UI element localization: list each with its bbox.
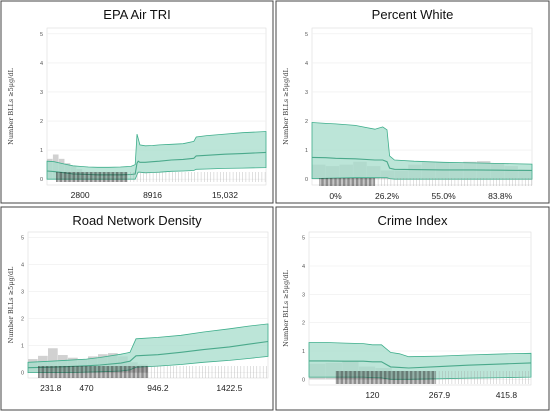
y-tick-label: 0 (40, 177, 43, 183)
rug-ticks (335, 371, 529, 384)
histogram-bar (48, 348, 58, 373)
y-tick-label: 1 (302, 349, 305, 355)
y-tick-label: 0 (302, 377, 305, 383)
panel-title: EPA Air TRI (103, 7, 170, 22)
panel-epa-air-tri: EPA Air TRI 0 1 2 3 4 5 Number BLLs ≥5μg/dL 2800… (0, 0, 274, 204)
x-tick-label: 83.8% (488, 191, 513, 201)
panel-title: Crime Index (377, 213, 448, 228)
panel-percent-white: Percent White 0 1 2 3 4 5 Number BLLs ≥5μg/dL 0%… (275, 0, 550, 204)
rug-ticks (56, 172, 266, 182)
y-tick-label: 5 (305, 32, 308, 38)
y-axis-label: Number BLLs ≥5μg/dL (7, 266, 15, 343)
confidence-band (311, 122, 533, 180)
x-tick-label: 55.0% (432, 191, 457, 201)
y-tick-label: 2 (302, 321, 305, 327)
y-axis-label: Number BLLs ≥5μg/dL (7, 67, 15, 144)
x-tick-label: 231.8 (40, 383, 62, 393)
x-tick-label: 120 (365, 390, 379, 400)
x-tick-label: 470 (79, 383, 93, 393)
mean-line (309, 360, 532, 369)
y-tick-label: 0 (305, 177, 308, 183)
rug-ticks (319, 178, 532, 186)
mean-line (27, 340, 269, 369)
y-tick-label: 2 (40, 119, 43, 125)
y-tick-label: 5 (21, 235, 24, 241)
x-tick-label: 946.2 (147, 383, 169, 393)
y-tick-label: 2 (305, 119, 308, 125)
y-tick-label: 1 (40, 148, 43, 154)
panel-title: Percent White (372, 7, 454, 22)
histogram-bar (138, 364, 148, 373)
rug-ticks (38, 366, 267, 378)
y-tick-label: 2 (21, 317, 24, 323)
y-tick-label: 3 (21, 289, 24, 295)
x-tick-label: 15,032 (212, 190, 238, 200)
y-tick-label: 3 (302, 292, 305, 298)
y-tick-label: 1 (305, 148, 308, 154)
y-tick-label: 3 (40, 90, 43, 96)
y-tick-label: 5 (302, 236, 305, 242)
y-tick-label: 5 (40, 32, 43, 38)
x-tick-label: 8916 (143, 190, 162, 200)
y-tick-label: 0 (21, 371, 24, 377)
x-tick-label: 2800 (71, 190, 90, 200)
x-tick-label: 1422.5 (216, 383, 242, 393)
mean-line (311, 156, 533, 172)
x-tick-label: 0% (329, 191, 342, 201)
panel-crime-index: Crime Index 0 1 2 3 4 5 Number BLLs ≥5μg/dL 120 2… (275, 206, 550, 411)
x-tick-label: 267.9 (429, 390, 451, 400)
y-tick-label: 4 (21, 262, 24, 268)
y-tick-label: 4 (40, 61, 43, 67)
panel-title: Road Network Density (72, 213, 202, 228)
y-tick-label: 3 (305, 90, 308, 96)
y-tick-label: 1 (21, 344, 24, 350)
y-axis-label: Number BLLs ≥5μg/dL (282, 67, 290, 144)
y-axis-label: Number BLLs ≥5μg/dL (282, 269, 290, 346)
y-tick-label: 4 (305, 61, 308, 67)
x-tick-label: 26.2% (375, 191, 400, 201)
x-tick-label: 415.8 (496, 390, 518, 400)
y-tick-label: 4 (302, 264, 305, 270)
panel-road-network-density: Road Network Density 0 1 2 3 4 5 Number BLLs ≥5… (0, 206, 274, 411)
